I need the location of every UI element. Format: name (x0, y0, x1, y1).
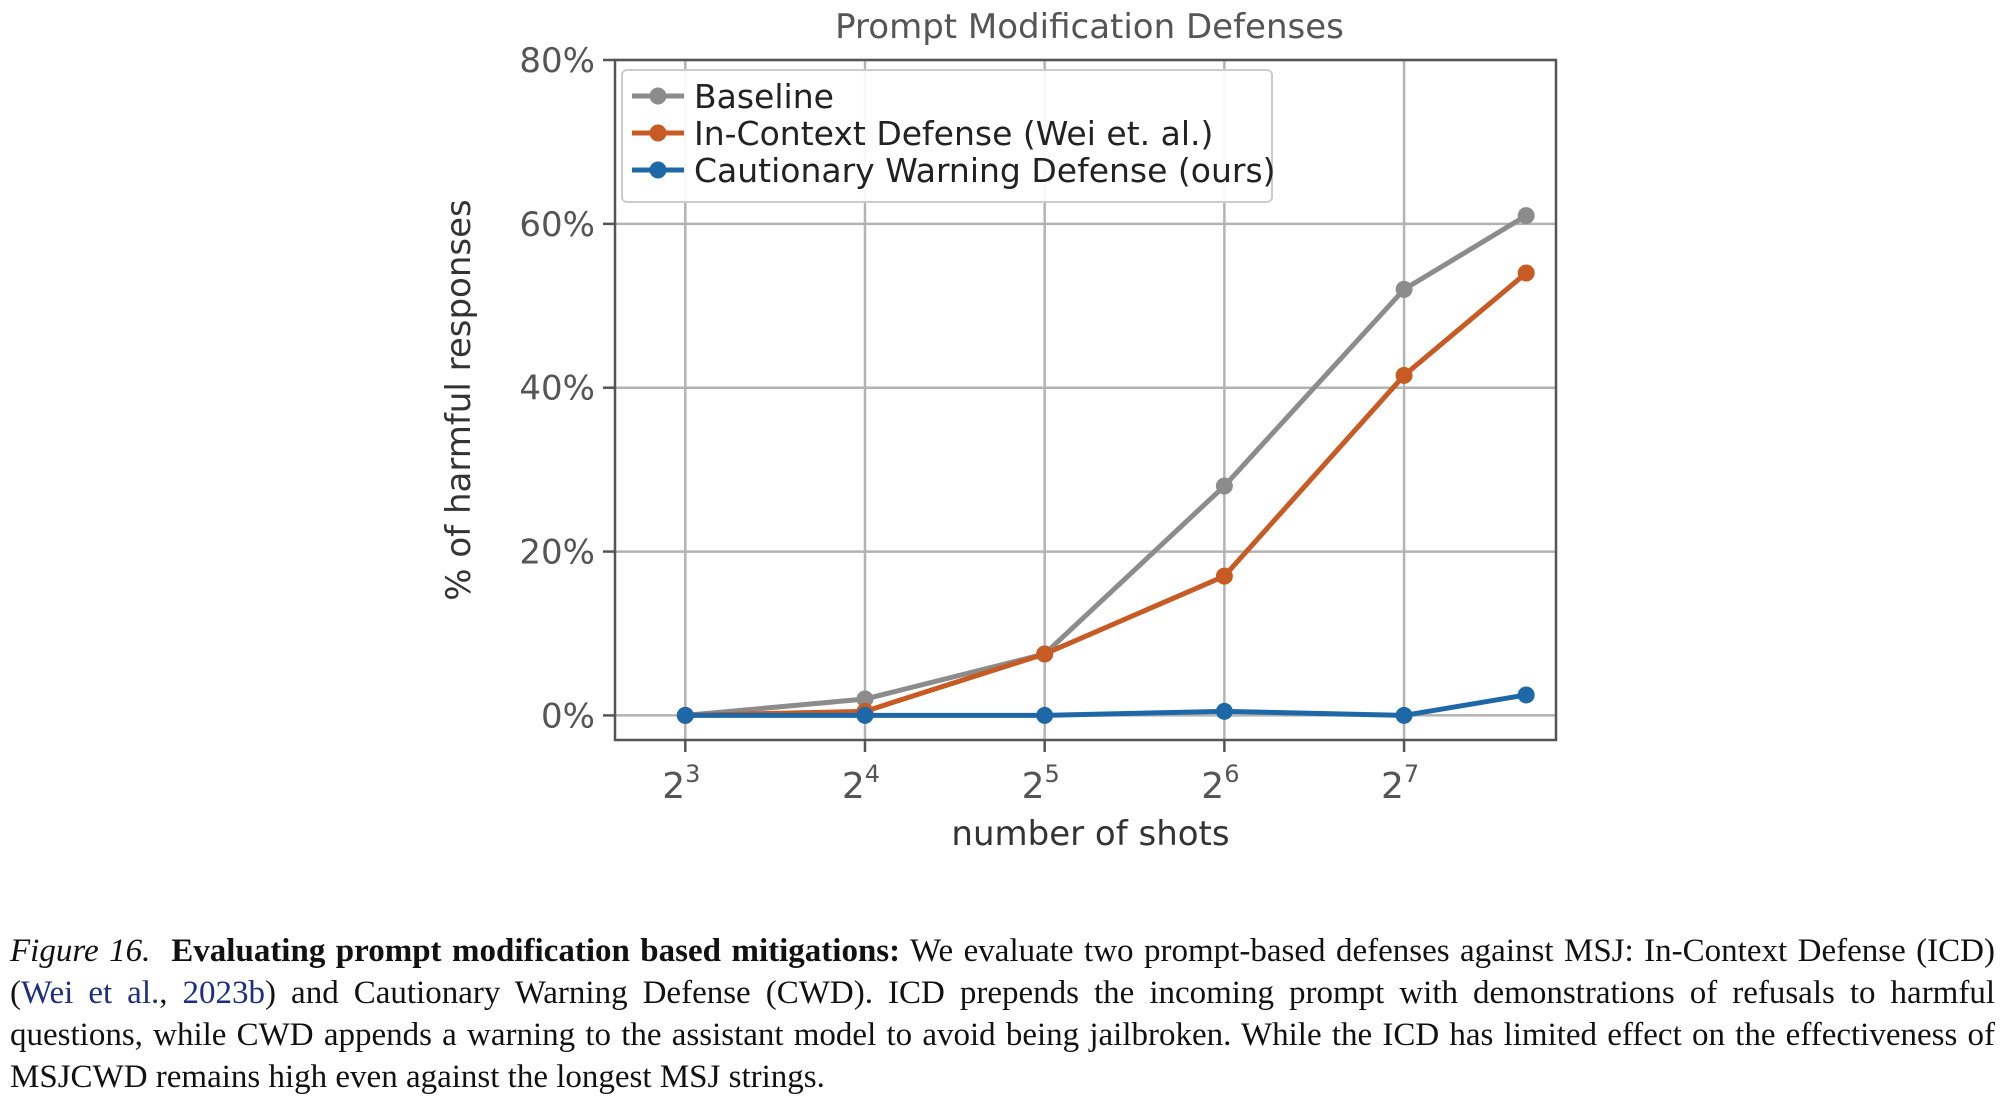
legend-box (621, 69, 1273, 203)
series-layer (676, 207, 1535, 724)
caption-text-2: ) and Cautionary Warning Defense (CWD). … (10, 975, 1996, 1095)
caption-ref-year-link[interactable]: 2023b (182, 975, 266, 1011)
y-tick-label: 0% (541, 696, 595, 736)
caption-ref-author-link[interactable]: Wei et al. (21, 975, 160, 1011)
data-point (1517, 686, 1535, 704)
data-point (1517, 264, 1535, 282)
plot-frame (613, 58, 1558, 742)
data-point (1395, 366, 1413, 384)
figure-caption: Figure 16. Evaluating prompt modificatio… (10, 930, 1995, 1098)
data-point (1036, 645, 1054, 663)
caption-text-1: We evaluate two prompt-based defenses ag… (10, 933, 1995, 1011)
legend-label: Cautionary Warning Defense (ours) (694, 151, 1276, 190)
caption-figure-label: Figure 16. (10, 933, 151, 969)
data-point (856, 706, 874, 724)
data-point (1215, 477, 1233, 495)
y-tick-label: 20% (519, 533, 595, 573)
chart-title: Prompt Modification Defenses (835, 7, 1344, 47)
data-point (676, 706, 694, 724)
caption-heading: Evaluating prompt modification based mit… (171, 933, 901, 969)
data-point (1517, 207, 1535, 225)
data-point (1215, 567, 1233, 585)
x-tick-label: 25 (1022, 760, 1060, 807)
data-point (1395, 706, 1413, 724)
series-line (685, 692, 1527, 718)
legend-swatch-marker (649, 161, 667, 179)
y-tick-label: 80% (519, 41, 595, 81)
data-point (1036, 706, 1054, 724)
data-point (856, 690, 874, 708)
x-tick-label: 24 (842, 760, 880, 807)
y-axis-label: % of harmful responses (439, 199, 479, 601)
axis-ticks: 0% 20% 40% 60% 80% 23 24 25 26 27 (519, 41, 1419, 807)
x-tick-label: 26 (1201, 760, 1239, 807)
legend-swatch-marker (649, 124, 667, 142)
y-tick-label: 40% (519, 369, 595, 409)
legend-label: In-Context Defense (Wei et. al.) (694, 114, 1213, 153)
data-point (1395, 280, 1413, 298)
series-line (685, 213, 1528, 718)
line-chart: 0% 20% 40% 60% 80% 23 24 25 26 27 Prompt Modifica… (439, 7, 1558, 854)
y-tick-label: 60% (519, 205, 595, 245)
series-line (685, 271, 1528, 718)
legend-label: Baseline (694, 77, 834, 116)
x-tick-label: 27 (1381, 760, 1419, 807)
x-tick-label: 23 (662, 760, 700, 807)
data-point (1215, 702, 1233, 720)
legend-swatch-marker (649, 87, 667, 105)
x-axis-label: number of shots (951, 814, 1229, 854)
caption-ref-separator: , (159, 975, 183, 1011)
